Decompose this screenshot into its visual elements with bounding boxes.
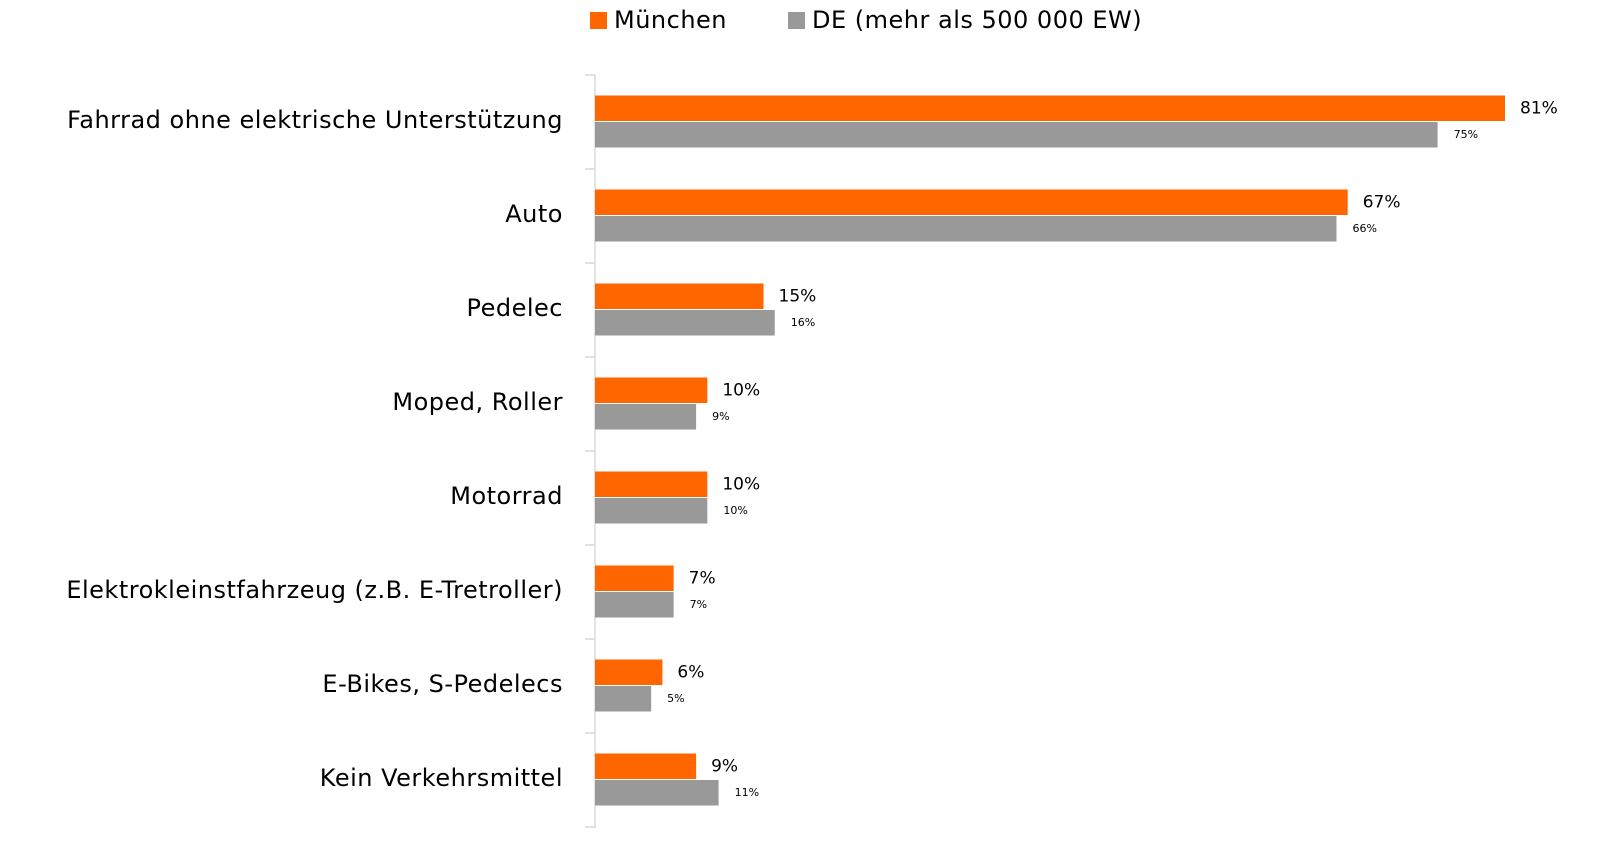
legend-swatch: [788, 12, 805, 29]
bar: [595, 122, 1438, 148]
bar: [595, 216, 1337, 242]
legend-label: München: [614, 6, 727, 34]
bar: [595, 95, 1505, 121]
category-label: Pedelec: [466, 294, 563, 322]
bar: [595, 189, 1348, 215]
value-label: 11%: [735, 786, 759, 799]
value-label: 9%: [711, 756, 738, 776]
value-label: 10%: [722, 474, 760, 494]
value-label: 10%: [723, 504, 747, 517]
value-label: 6%: [677, 662, 704, 682]
bar: [595, 377, 708, 403]
bar: [595, 659, 663, 685]
value-label: 66%: [1352, 222, 1376, 235]
bar: [595, 283, 764, 309]
value-label: 67%: [1363, 192, 1401, 212]
value-label: 15%: [779, 286, 817, 306]
value-label: 75%: [1454, 128, 1478, 141]
category-label: Elektrokleinstfahrzeug (z.B. E-Tretrolle…: [66, 576, 563, 604]
value-label: 7%: [690, 598, 707, 611]
bar: [595, 310, 775, 336]
value-label: 7%: [689, 568, 716, 588]
category-label: Kein Verkehrsmittel: [320, 764, 563, 792]
bar: [595, 686, 652, 712]
value-label: 16%: [791, 316, 815, 329]
value-label: 10%: [722, 380, 760, 400]
bar: [595, 471, 708, 497]
category-label: Motorrad: [450, 482, 563, 510]
bar: [595, 592, 674, 618]
category-label: Fahrrad ohne elektrische Unterstützung: [67, 106, 563, 134]
bar: [595, 498, 708, 524]
category-label: Moped, Roller: [392, 388, 563, 416]
category-label: Auto: [505, 200, 563, 228]
bar: [595, 565, 674, 591]
legend-label: DE (mehr als 500 000 EW): [812, 6, 1142, 34]
bar: [595, 404, 697, 430]
value-label: 9%: [712, 410, 729, 423]
legend-swatch: [590, 12, 607, 29]
bar: [595, 753, 697, 779]
value-label: 81%: [1520, 98, 1558, 118]
value-label: 5%: [667, 692, 684, 705]
category-label: E-Bikes, S-Pedelecs: [322, 670, 563, 698]
bar: [595, 780, 719, 806]
